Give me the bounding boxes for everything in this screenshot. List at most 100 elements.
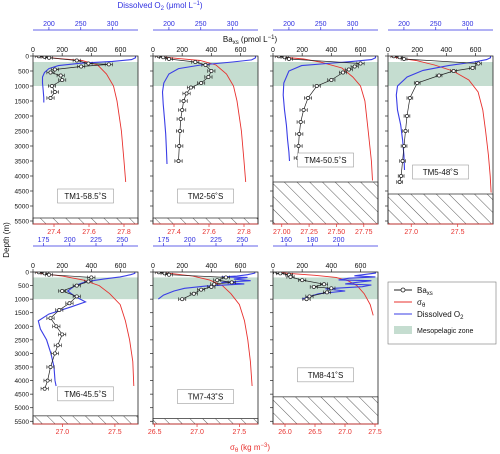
- o2-tick-label: 250: [75, 21, 87, 28]
- ba-point: [180, 108, 185, 112]
- depth-tick-label: 5000: [15, 204, 30, 211]
- o2-line: [301, 272, 376, 300]
- ba-tick-label: 0: [386, 47, 390, 54]
- depth-tick-label: 5000: [15, 405, 30, 412]
- ba-point: [209, 69, 214, 73]
- ba-point: [206, 75, 211, 79]
- ba-point: [437, 73, 441, 78]
- sigma-tick-label: 27.25: [300, 229, 318, 236]
- o2-line: [395, 56, 492, 171]
- ba-point: [55, 343, 60, 348]
- sigma-tick-label: 27.4: [47, 229, 61, 236]
- o2-tick-label: 250: [315, 21, 327, 28]
- o2-tick-label: 200: [283, 21, 295, 28]
- ba-tick-label: 0: [271, 263, 275, 270]
- sigma-line: [156, 56, 247, 183]
- ba-point: [358, 61, 363, 66]
- sigma-tick-label: 27.5: [368, 429, 382, 436]
- panel-5: 0 200 400 600 175 200 225 250 27.0 27.5 0 500 1000 15…: [15, 237, 139, 436]
- ba-tick-label: 200: [176, 263, 188, 270]
- ba-point: [180, 297, 185, 302]
- ba-point: [397, 180, 402, 184]
- station-label: TM1-58.5˚S: [64, 192, 106, 201]
- sigma-tick-label: 27.0: [190, 429, 204, 436]
- ba-point: [451, 69, 456, 73]
- ba-point: [402, 144, 406, 148]
- station-label-box: [297, 367, 354, 383]
- ba-point: [470, 66, 475, 70]
- depth-tick-label: 0: [25, 270, 29, 277]
- ba-point: [191, 291, 196, 296]
- ba-point: [278, 272, 283, 276]
- ba-point: [298, 120, 303, 124]
- o2-line: [161, 56, 257, 165]
- ba-tick-label: 600: [115, 263, 127, 270]
- ba-point: [48, 316, 53, 321]
- ba-tick-label: 0: [151, 47, 155, 54]
- station-label-box: [57, 386, 114, 402]
- ba-line: [38, 56, 109, 99]
- station-label-box: [57, 188, 114, 204]
- ba-tick-label: 600: [470, 47, 482, 54]
- ba-point: [60, 332, 65, 337]
- ba-point: [229, 280, 234, 285]
- ba-tick-label: 200: [176, 47, 188, 54]
- mesopelagic-zone: [33, 62, 138, 86]
- ba-tick-label: 400: [85, 263, 97, 270]
- ba-tick-label: 200: [56, 47, 68, 54]
- ba-point: [199, 81, 204, 85]
- ba-tick-label: 400: [325, 47, 337, 54]
- sigma-line: [276, 56, 373, 181]
- ba-point: [306, 96, 310, 100]
- sigma-tick-label: 27.5: [451, 229, 465, 236]
- legend: Baxs σθ Dissolved O2 Mesopelagic zone: [387, 281, 497, 345]
- panel-7: 0 200 400 600 160 180 200 26.0 26.5 27.0 27.5 TM8-4…: [270, 237, 382, 436]
- ba-point: [42, 386, 47, 391]
- ba-point: [181, 99, 186, 103]
- ba-point: [52, 351, 57, 356]
- panel-4: 0 200 400 600 200 250 300 27.0 27.5 TM5-48˚S: [385, 21, 494, 236]
- ba-tick-label: 200: [411, 47, 423, 54]
- ba-point: [476, 61, 481, 66]
- o2-tick-label: 250: [236, 237, 248, 244]
- station-label: TM7-43˚S: [188, 393, 224, 402]
- panel-2: 0 200 400 600 200 250 300 27.4 27.6 27.8 TM2-56˚S: [150, 21, 259, 236]
- ba-point: [47, 56, 51, 60]
- station-label: TM6-45.5˚S: [64, 390, 106, 399]
- ba-point: [203, 63, 208, 67]
- ba-point: [352, 64, 357, 69]
- o2-tick-label: 300: [107, 21, 119, 28]
- ba-point: [86, 279, 91, 284]
- o2-tick-label: 160: [280, 237, 292, 244]
- sigma-tick-label: 27.6: [82, 229, 96, 236]
- legend-ba-label: Baxs: [417, 286, 433, 297]
- o2-tick-label: 200: [398, 21, 410, 28]
- ba-point: [287, 57, 291, 61]
- ba-tick-label: 200: [56, 263, 68, 270]
- o2-line: [37, 272, 136, 387]
- legend-meso-swatch: [394, 326, 412, 334]
- legend-item-meso: Mesopelagic zone: [394, 326, 474, 335]
- sigma-tick-label: 27.0: [404, 229, 418, 236]
- depth-tick-label: 1000: [15, 84, 30, 91]
- sigma-tick-label: 27.50: [328, 229, 346, 236]
- ba-tick-label: 400: [85, 47, 97, 54]
- sigma-tick-label: 26.5: [148, 429, 162, 436]
- station-label: TM8-41˚S: [308, 371, 344, 380]
- seafloor-hatch: [272, 181, 379, 225]
- sigma-line: [275, 272, 374, 316]
- ba-tick-label: 600: [235, 47, 247, 54]
- depth-tick-label: 4000: [15, 378, 30, 385]
- legend-sigma-label: σθ: [417, 298, 426, 309]
- ba-point: [301, 108, 306, 112]
- ba-point: [52, 67, 57, 72]
- seafloor-hatch: [32, 415, 139, 425]
- ba-point: [48, 96, 53, 100]
- depth-tick-label: 5500: [15, 419, 30, 426]
- y-axis-title: Depth (m): [2, 222, 11, 258]
- ba-point: [223, 275, 228, 280]
- sigma-tick-label: 27.5: [233, 429, 247, 436]
- o2-tick-label: 200: [333, 237, 345, 244]
- ba-tick-label: 400: [325, 263, 337, 270]
- o2-tick-label: 250: [195, 21, 207, 28]
